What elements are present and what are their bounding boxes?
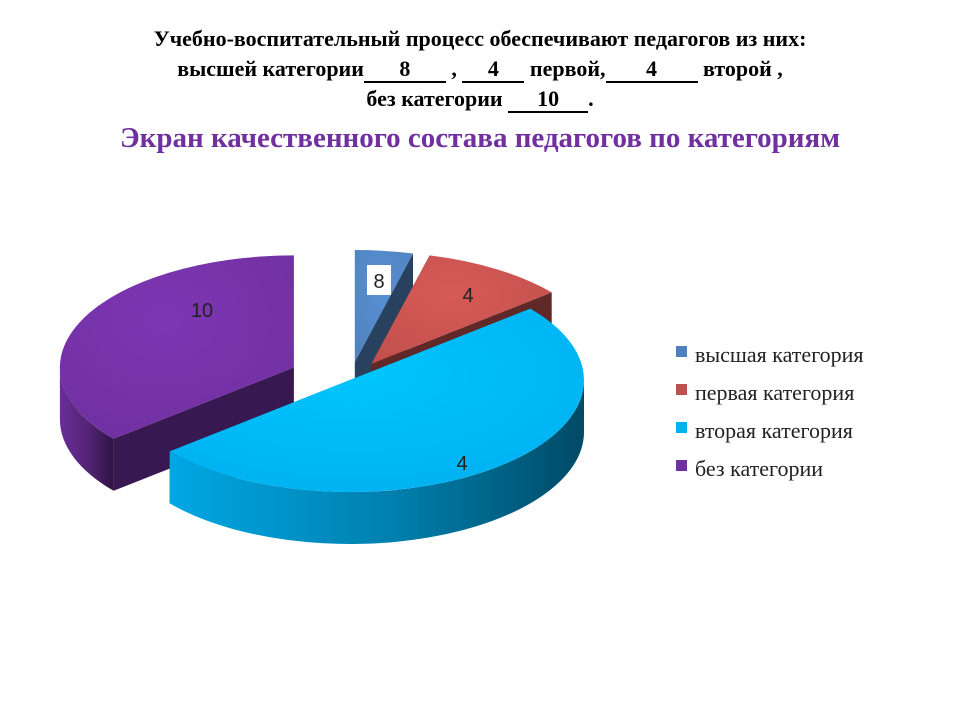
legend-entry-3: вторая категория [695, 418, 853, 443]
legend-entry-4: без категории [695, 456, 823, 481]
pie-slice-4-top [59, 255, 294, 439]
header-second-label: второй , [703, 56, 783, 81]
legend-swatch-3 [676, 422, 687, 433]
pie-slice-3-wall [169, 380, 584, 545]
data-label-1: 8 [373, 271, 384, 293]
header-highest-label: высшей категории [177, 56, 364, 81]
pie-slice-4-edge-1 [113, 367, 294, 491]
data-label-4: 10 [191, 300, 213, 322]
header-first-label: первой, [529, 56, 606, 81]
header-line-3: без категории 10. [0, 84, 960, 114]
legend-swatch-1 [676, 346, 687, 357]
legend-swatch-2 [676, 384, 687, 395]
pie-slice-3 [169, 308, 584, 545]
legend-entry-2: первая категория [695, 380, 854, 405]
header-line-1: Учебно-воспитательный процесс обеспечива… [153, 26, 807, 51]
pie-slice-2-top [371, 255, 552, 364]
data-label-bg-1 [367, 265, 391, 295]
legend-swatch-4 [676, 460, 687, 471]
chart-subtitle: Экран качественного состава педагогов по… [120, 122, 840, 154]
header-comma: , [451, 56, 457, 81]
legend-entry-1: высшая категория [695, 342, 864, 367]
header-first-count: 4 [462, 57, 525, 83]
pie-slice-3-top [169, 308, 584, 492]
data-label-3: 4 [456, 453, 467, 475]
header-highest-count: 8 [363, 57, 446, 83]
pie-slice-4 [59, 255, 294, 491]
header-period: . [588, 86, 594, 111]
header-none-count: 10 [508, 87, 589, 113]
header-none-label: без категории [366, 86, 503, 111]
header-line-2: высшей категории 8 , 4 первой, 4 второй , [0, 54, 960, 84]
pie-slice-4-wall [59, 367, 114, 491]
data-label-2: 4 [462, 285, 473, 307]
header-second-count: 4 [605, 57, 698, 83]
